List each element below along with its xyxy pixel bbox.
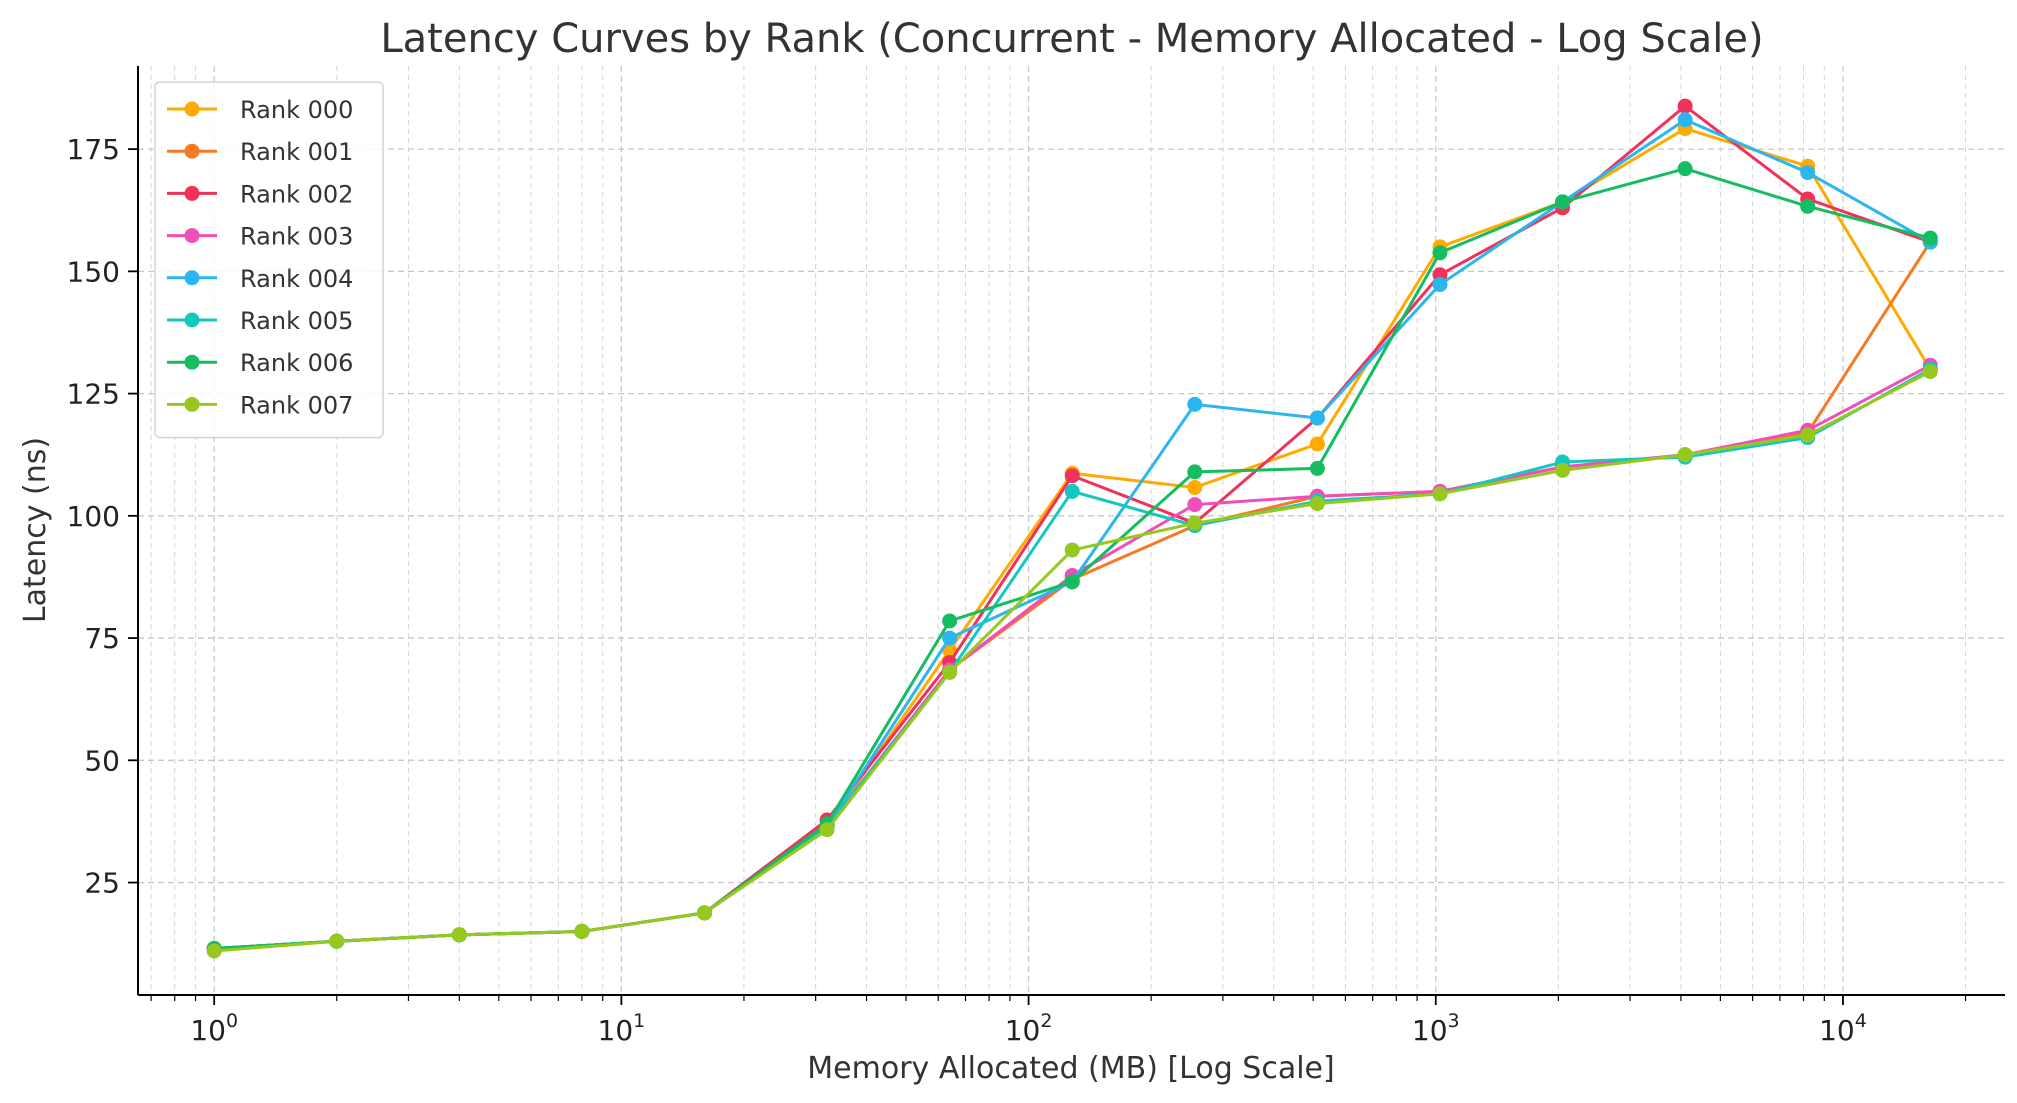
x-tick-label: 100: [190, 1010, 238, 1047]
chart-title: Latency Curves by Rank (Concurrent - Mem…: [380, 16, 1763, 62]
series-line: [214, 118, 1932, 951]
data-point: [1064, 574, 1080, 590]
legend-marker: [184, 101, 200, 117]
axes: [137, 66, 2005, 996]
data-point: [1555, 194, 1571, 210]
y-tick-label: 100: [67, 500, 120, 533]
legend-marker: [184, 396, 200, 412]
legend-marker: [184, 270, 200, 286]
series-rank-002: [206, 98, 1938, 957]
data-point: [451, 927, 467, 943]
legend-label: Rank 000: [240, 96, 353, 124]
data-point: [1800, 198, 1816, 214]
legend-label: Rank 003: [240, 223, 353, 251]
legend: Rank 000 Rank 001 Rank 002 Rank 003 Rank 004…: [154, 81, 384, 439]
data-point: [819, 822, 835, 838]
data-point: [1187, 479, 1203, 495]
series-rank-000: [206, 121, 1938, 957]
data-point: [1064, 542, 1080, 558]
series-line: [214, 104, 1931, 951]
series-rank-007: [206, 364, 1938, 959]
legend-label: Rank 004: [240, 265, 353, 293]
data-point: [1677, 161, 1693, 177]
x-ticks: 100 101 102 103 104: [150, 995, 1967, 1047]
data-point: [1309, 410, 1325, 426]
legend-frame: [154, 81, 384, 439]
grid: [138, 66, 2005, 995]
legend-marker: [184, 143, 200, 159]
data-point: [942, 613, 958, 629]
data-point: [942, 664, 958, 680]
series-line: [214, 167, 1931, 951]
y-tick-label: 150: [67, 255, 120, 288]
series-rank-006: [206, 161, 1938, 957]
x-axis-label: Memory Allocated (MB) [Log Scale]: [807, 1051, 1334, 1086]
series-line: [214, 363, 1931, 951]
data-point: [1677, 447, 1693, 463]
data-point: [1187, 497, 1203, 513]
series-rank-003: [206, 357, 1938, 957]
data-point: [1064, 468, 1080, 484]
data-point: [206, 943, 222, 959]
data-point: [329, 933, 345, 949]
y-tick-label: 125: [67, 378, 120, 411]
y-tick-label: 25: [84, 867, 120, 900]
legend-item: Rank 005: [167, 307, 353, 335]
data-point: [1677, 112, 1693, 128]
data-point: [1800, 427, 1816, 443]
legend-label: Rank 007: [240, 391, 353, 419]
y-ticks: 25 50 75 100 125 150 175: [67, 133, 138, 900]
legend-item: Rank 006: [167, 349, 353, 377]
x-tick-label: 103: [1412, 1010, 1460, 1047]
data-point: [1800, 165, 1816, 181]
data-point: [1309, 460, 1325, 476]
data-point: [1187, 396, 1203, 412]
data-point: [1677, 98, 1693, 114]
data-point: [1432, 277, 1448, 293]
data-point: [1187, 515, 1203, 531]
data-point: [1922, 364, 1938, 380]
series-line: [214, 241, 1932, 951]
y-tick-label: 175: [67, 133, 120, 166]
legend-item: Rank 002: [167, 180, 353, 208]
series-line: [214, 127, 1932, 951]
data-point: [574, 923, 590, 939]
data-point: [1064, 483, 1080, 499]
legend-label: Rank 006: [240, 349, 353, 377]
legend-item: Rank 001: [167, 138, 353, 166]
y-tick-label: 75: [84, 622, 120, 655]
data-point: [1432, 486, 1448, 502]
x-tick-label: 104: [1819, 1010, 1867, 1047]
data-point: [1309, 496, 1325, 512]
legend-item: Rank 000: [167, 96, 353, 124]
series-rank-001: [206, 234, 1938, 957]
series-rank-005: [206, 361, 1938, 957]
legend-marker: [184, 185, 200, 201]
legend-marker: [184, 354, 200, 370]
x-tick-label: 102: [1005, 1010, 1053, 1047]
data-point: [1309, 436, 1325, 452]
data-point: [942, 630, 958, 646]
legend-item: Rank 004: [167, 265, 353, 293]
data-point: [1555, 462, 1571, 478]
y-axis-label: Latency (ns): [18, 437, 53, 623]
data-point: [1922, 230, 1938, 246]
x-tick-label: 101: [598, 1010, 646, 1047]
data-point: [696, 905, 712, 921]
series-rank-004: [206, 112, 1938, 957]
legend-item: Rank 003: [167, 223, 353, 251]
legend-label: Rank 005: [240, 307, 353, 335]
data-point: [1187, 464, 1203, 480]
legend-label: Rank 001: [240, 138, 353, 166]
legend-marker: [184, 312, 200, 328]
series-group: [206, 98, 1938, 959]
y-tick-label: 50: [84, 744, 120, 777]
legend-marker: [184, 228, 200, 244]
data-point: [1432, 245, 1448, 261]
legend-item: Rank 007: [167, 391, 353, 419]
legend-label: Rank 002: [240, 180, 353, 208]
